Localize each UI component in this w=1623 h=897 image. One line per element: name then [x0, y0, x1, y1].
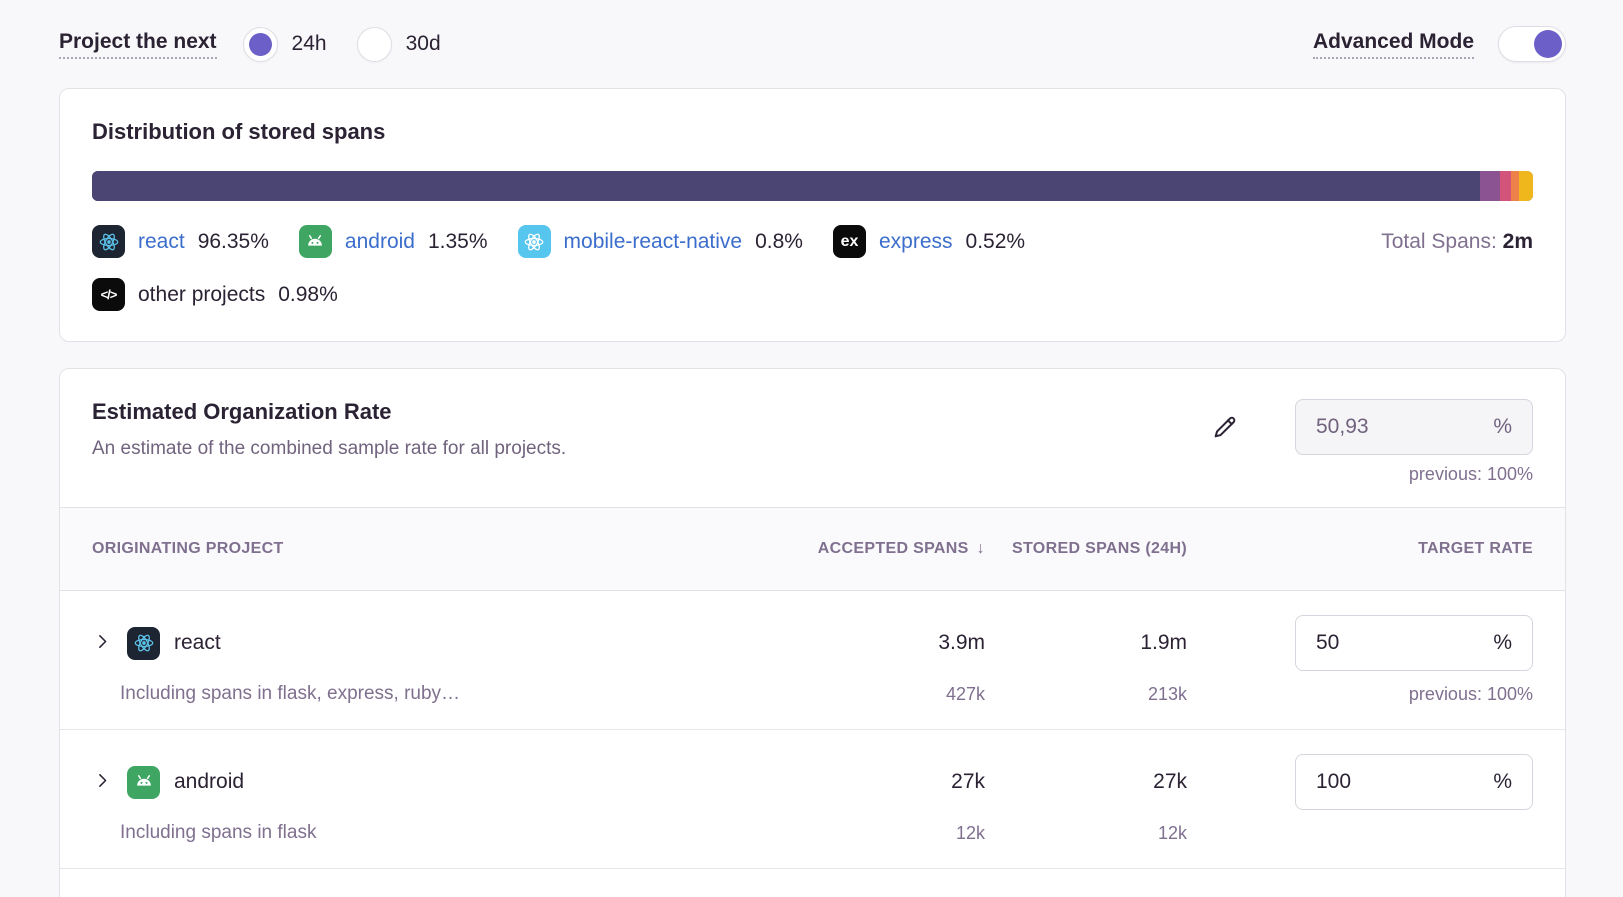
- total-spans: Total Spans: 2m: [1381, 229, 1533, 253]
- legend-pct-other-projects: 0.98%: [278, 282, 338, 306]
- distribution-legend: react 96.35% android 1.35% mobile-react-…: [92, 225, 1533, 311]
- advanced-mode-label: Advanced Mode: [1312, 30, 1474, 59]
- android-accepted-sub: 12k: [955, 822, 985, 843]
- period-radio-group: 24h 30d: [242, 26, 441, 62]
- col-originating-project: ORIGINATING PROJECT: [92, 540, 284, 557]
- android-stored-sub: 12k: [1157, 822, 1187, 843]
- legend-item-express: ex express 0.52%: [832, 225, 1026, 258]
- table-row-react: react 3.9m 1.9m % Including spans in fla…: [60, 591, 1565, 730]
- org-rate-card: Estimated Organization Rate An estimate …: [59, 368, 1566, 897]
- row-project-name: android: [174, 770, 245, 793]
- table-header: ORIGINATING PROJECT ACCEPTED SPANS ↓ STO…: [60, 507, 1565, 591]
- bar-segment-mobile-react-native: [1499, 171, 1512, 201]
- react-included-note: Including spans in flask, express, ruby…: [120, 683, 461, 704]
- table-row-android: android 27k 27k % Including spans in fla…: [60, 730, 1565, 869]
- react-stored-sub: 213k: [1147, 683, 1187, 704]
- legend-item-android: android 1.35%: [298, 225, 488, 258]
- android-included-note: Including spans in flask: [120, 822, 317, 843]
- legend-item-other-projects: </> other projects 0.98%: [92, 278, 338, 311]
- sort-desc-icon: ↓: [976, 540, 985, 557]
- android-target-rate-input[interactable]: [1296, 755, 1532, 809]
- code-icon: </>: [92, 278, 125, 311]
- org-rate-text-block: Estimated Organization Rate An estimate …: [92, 399, 566, 485]
- android-icon: [127, 765, 160, 799]
- distribution-bar: [92, 171, 1533, 201]
- chevron-right-icon: [92, 631, 113, 655]
- android-rate-unit: %: [1493, 770, 1512, 793]
- chevron-right-icon: [92, 770, 113, 794]
- legend-link-react[interactable]: react: [138, 229, 185, 253]
- legend-link-mobile-react-native[interactable]: mobile-react-native: [563, 229, 743, 253]
- distribution-title: Distribution of stored spans: [92, 119, 386, 144]
- org-rate-subtitle: An estimate of the combined sample rate …: [92, 438, 567, 459]
- top-bar: Project the next 24h 30d Advanced Mode: [59, 20, 1566, 68]
- legend-pct-android: 1.35%: [427, 229, 488, 253]
- react-rate-input-wrap: %: [1295, 615, 1533, 671]
- legend-pct-mobile-react-native: 0.8%: [755, 229, 803, 253]
- col-target-rate: TARGET RATE: [1418, 540, 1533, 557]
- total-spans-value: 2m: [1502, 229, 1533, 253]
- legend-label-other-projects: other projects: [138, 282, 266, 306]
- radio-30d-circle[interactable]: [356, 26, 392, 62]
- react-accepted-spans: 3.9m: [938, 631, 985, 654]
- legend-item-mobile-react-native: mobile-react-native 0.8%: [517, 225, 803, 258]
- bar-segment-android: [1480, 171, 1500, 201]
- legend-link-express[interactable]: express: [878, 229, 953, 253]
- react-rate-unit: %: [1493, 631, 1512, 654]
- radio-24h[interactable]: 24h: [242, 26, 327, 62]
- expand-android-button[interactable]: [92, 770, 113, 794]
- distribution-card: Distribution of stored spans react 96.35…: [59, 88, 1566, 342]
- bar-segment-express: [1511, 171, 1519, 201]
- express-icon: ex: [832, 225, 866, 258]
- legend-item-react: react 96.35%: [92, 225, 269, 258]
- advanced-mode-toggle[interactable]: [1498, 26, 1566, 62]
- android-rate-input-wrap: %: [1295, 754, 1533, 810]
- android-stored-spans: 27k: [1153, 770, 1187, 793]
- android-icon: [298, 225, 332, 258]
- col-stored-spans: STORED SPANS (24H): [1012, 540, 1187, 557]
- radio-30d[interactable]: 30d: [356, 26, 441, 62]
- android-accepted-spans: 27k: [951, 770, 985, 793]
- react-target-rate-input[interactable]: [1296, 616, 1532, 670]
- react-icon: [92, 225, 125, 258]
- legend-pct-react: 96.35%: [197, 229, 269, 253]
- react-native-icon: [517, 225, 551, 258]
- org-rate-input[interactable]: [1296, 400, 1532, 454]
- org-rate-unit: %: [1493, 415, 1512, 438]
- org-rate-previous: previous: 100%: [1408, 464, 1533, 484]
- col-accepted-spans[interactable]: ACCEPTED SPANS ↓: [817, 540, 985, 557]
- pencil-icon: [1211, 416, 1239, 444]
- legend-link-android[interactable]: android: [344, 229, 415, 253]
- expand-react-button[interactable]: [92, 631, 113, 655]
- project-next-label: Project the next: [59, 30, 217, 59]
- react-icon: [127, 626, 160, 660]
- row-project-name: react: [174, 631, 221, 654]
- radio-24h-circle[interactable]: [242, 26, 278, 62]
- react-accepted-sub: 427k: [945, 683, 985, 704]
- react-rate-previous: previous: 100%: [1408, 683, 1533, 704]
- org-rate-title: Estimated Organization Rate: [92, 399, 392, 424]
- bar-segment-react: [92, 171, 1481, 201]
- bar-segment-other-projects: [1518, 171, 1533, 201]
- org-rate-input-wrap: %: [1295, 399, 1533, 455]
- edit-rate-button[interactable]: [1211, 413, 1239, 444]
- react-stored-spans: 1.9m: [1140, 631, 1187, 654]
- toggle-knob: [1534, 30, 1562, 58]
- legend-pct-express: 0.52%: [965, 229, 1026, 253]
